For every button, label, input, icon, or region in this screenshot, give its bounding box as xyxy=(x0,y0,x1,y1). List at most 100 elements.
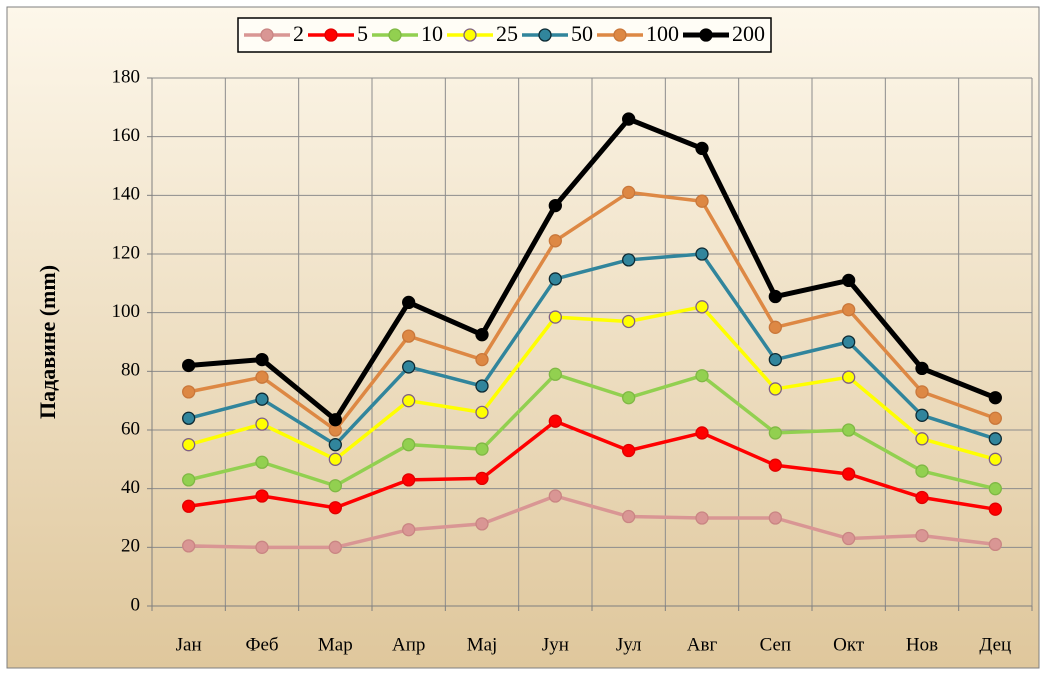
data-point xyxy=(842,303,856,317)
data-point xyxy=(402,360,416,374)
data-point xyxy=(622,112,636,126)
data-point xyxy=(328,479,342,493)
legend-marker xyxy=(699,28,713,42)
data-point xyxy=(768,382,782,396)
data-point xyxy=(402,329,416,343)
data-point xyxy=(182,438,196,452)
data-point xyxy=(768,511,782,525)
y-tick-label: 180 xyxy=(112,66,141,87)
data-point xyxy=(695,426,709,440)
data-point xyxy=(475,328,489,342)
y-tick-label: 160 xyxy=(112,125,141,146)
data-point xyxy=(182,385,196,399)
data-point xyxy=(842,467,856,481)
x-tick-label: Окт xyxy=(833,634,865,655)
x-tick-label: Феб xyxy=(245,634,278,655)
legend-label: 50 xyxy=(571,21,593,46)
y-tick-label: 40 xyxy=(121,477,140,498)
data-point xyxy=(475,471,489,486)
data-point xyxy=(548,414,562,428)
data-point xyxy=(402,523,416,537)
data-point xyxy=(475,352,489,367)
data-point xyxy=(182,499,196,513)
x-tick-label: Мар xyxy=(318,634,353,655)
y-tick-label: 120 xyxy=(112,242,141,263)
series-line xyxy=(188,252,996,447)
data-point xyxy=(548,310,562,324)
x-tick-label: Сеп xyxy=(760,634,792,655)
data-point xyxy=(768,320,782,334)
data-point xyxy=(182,358,196,373)
legend-label: 100 xyxy=(646,21,679,46)
x-tick-label: Нов xyxy=(906,634,938,655)
x-tick-label: Јун xyxy=(542,634,569,655)
data-point xyxy=(255,392,269,406)
data-point xyxy=(548,367,562,381)
data-point xyxy=(695,300,709,314)
legend-marker xyxy=(324,28,338,42)
data-point xyxy=(695,141,709,156)
data-point xyxy=(548,272,562,286)
series-line xyxy=(188,305,996,462)
data-point xyxy=(548,489,562,503)
data-point xyxy=(255,417,269,431)
data-point xyxy=(622,314,636,329)
chart-background xyxy=(6,6,1040,669)
data-point xyxy=(622,185,636,200)
x-tick-label: Авг xyxy=(687,634,718,655)
data-point xyxy=(988,502,1002,516)
data-point xyxy=(328,501,342,515)
x-tick-label: Јул xyxy=(616,634,642,655)
data-point xyxy=(915,464,929,478)
series-line xyxy=(188,372,996,491)
data-point xyxy=(695,194,709,208)
legend-marker xyxy=(613,28,627,42)
y-tick-label: 80 xyxy=(121,360,140,381)
legend-marker xyxy=(388,28,402,42)
data-point xyxy=(988,452,1002,466)
x-tick-label: Јан xyxy=(176,634,202,655)
data-point xyxy=(402,295,416,310)
data-point xyxy=(915,432,929,446)
data-point xyxy=(402,473,416,487)
data-point xyxy=(695,369,709,383)
data-point xyxy=(328,438,342,452)
data-point xyxy=(622,509,636,524)
legend-marker xyxy=(463,28,477,42)
data-point xyxy=(695,247,709,261)
data-point xyxy=(475,442,489,456)
data-point xyxy=(988,432,1002,446)
legend-label: 5 xyxy=(357,21,368,46)
series-line xyxy=(188,419,996,511)
data-point xyxy=(328,540,342,554)
data-point xyxy=(695,511,709,525)
x-tick-label: Дец xyxy=(979,634,1011,655)
data-point xyxy=(255,370,269,384)
legend-marker xyxy=(538,28,552,42)
data-point xyxy=(768,426,782,440)
x-tick-label: Мај xyxy=(467,634,498,655)
data-point xyxy=(842,273,856,288)
data-point xyxy=(768,352,782,367)
data-point xyxy=(988,482,1002,496)
data-point xyxy=(842,370,856,384)
y-tick-label: 20 xyxy=(121,536,140,557)
y-axis-label: Падавине (mm) xyxy=(35,265,60,419)
data-point xyxy=(988,537,1002,552)
data-point xyxy=(842,335,856,349)
data-point xyxy=(622,253,636,267)
data-point xyxy=(768,289,782,304)
data-point xyxy=(915,361,929,376)
data-point xyxy=(915,528,929,543)
series-line xyxy=(188,190,996,432)
series-line xyxy=(188,116,997,423)
data-point xyxy=(915,408,929,422)
data-point xyxy=(915,490,929,505)
data-point xyxy=(475,379,489,393)
data-point xyxy=(182,411,196,425)
data-point xyxy=(255,455,269,469)
legend-label: 10 xyxy=(421,21,443,46)
y-tick-label: 100 xyxy=(112,301,141,322)
data-point xyxy=(548,198,562,213)
